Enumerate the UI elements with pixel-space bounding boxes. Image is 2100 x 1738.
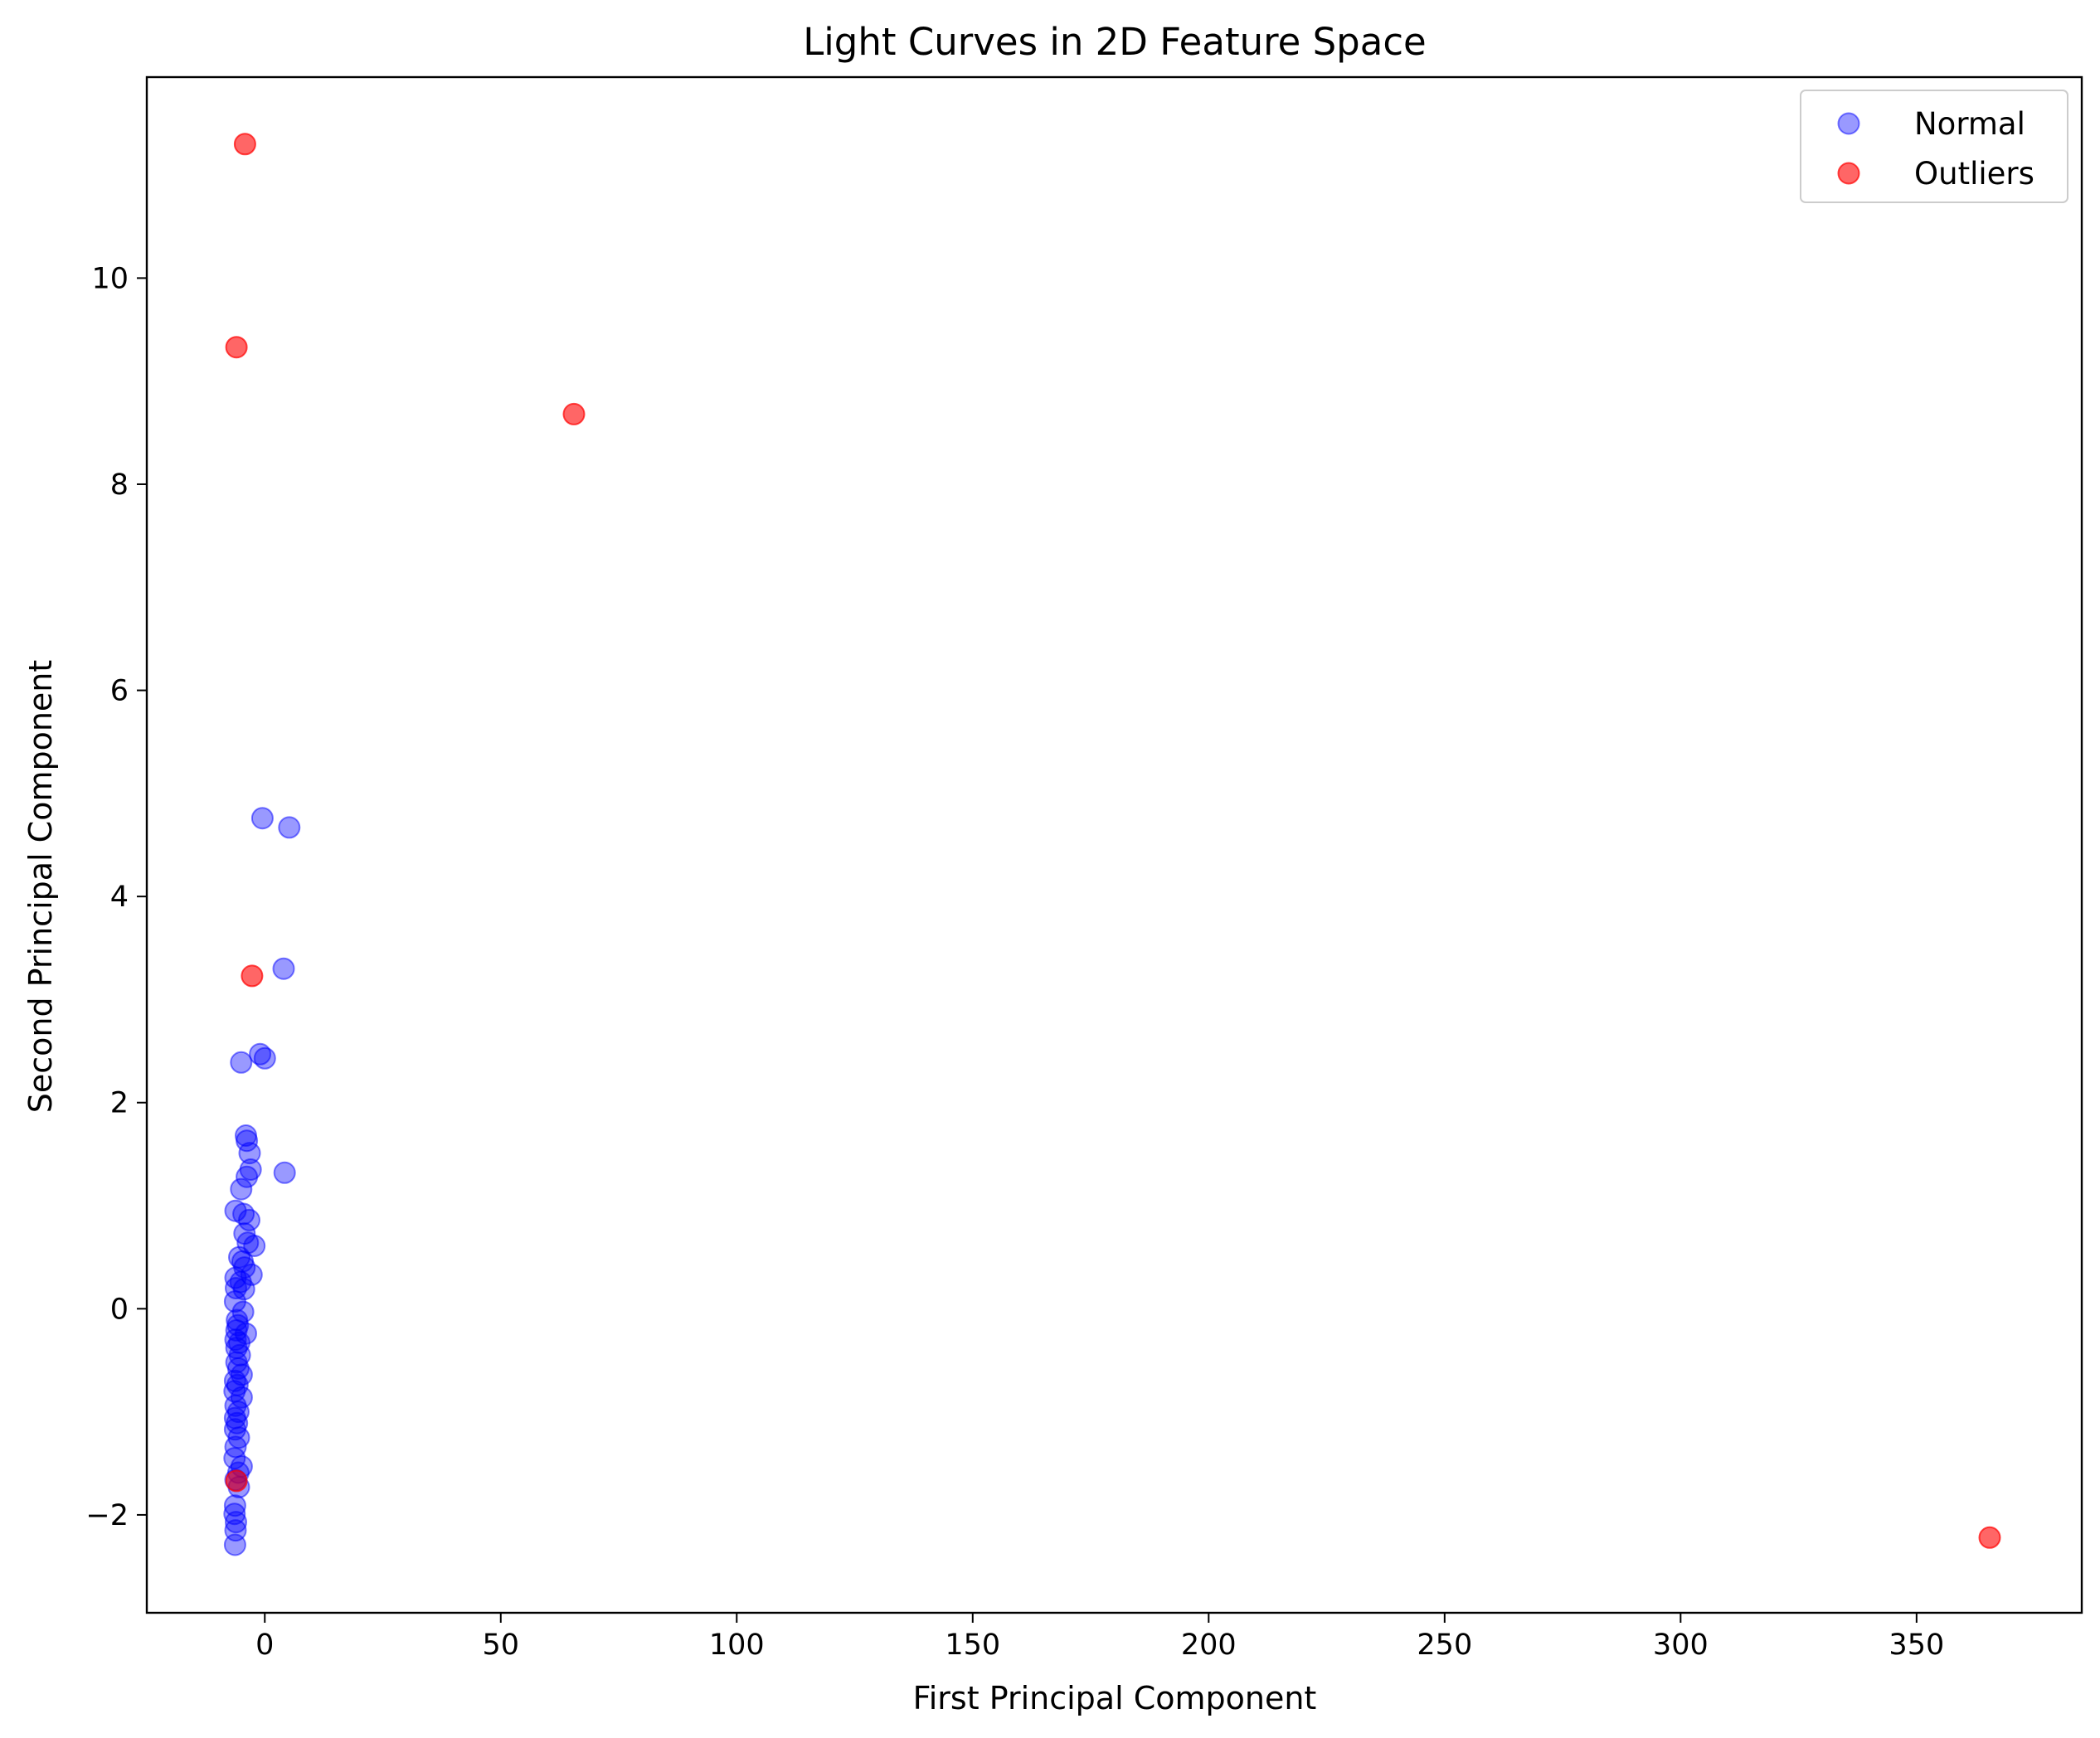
legend-marker xyxy=(1837,162,1860,185)
data-point xyxy=(225,336,248,359)
data-point xyxy=(253,1046,276,1070)
data-point xyxy=(223,1503,246,1526)
data-point xyxy=(236,1165,259,1188)
data-point xyxy=(238,1142,261,1165)
x-tick-label: 250 xyxy=(1417,1629,1472,1662)
legend-label: Outliers xyxy=(1914,156,2034,192)
data-point xyxy=(233,133,256,156)
y-tick-label: 8 xyxy=(110,468,129,502)
data-point xyxy=(273,1161,296,1184)
x-tick-label: 350 xyxy=(1889,1629,1944,1662)
legend-label: Normal xyxy=(1914,106,2025,142)
x-tick-label: 300 xyxy=(1653,1629,1709,1662)
y-tick-label: 2 xyxy=(110,1087,129,1120)
data-point xyxy=(241,964,264,988)
legend-box xyxy=(1800,90,2068,203)
y-tick-label: 0 xyxy=(110,1293,129,1326)
data-point xyxy=(225,1511,247,1534)
data-point xyxy=(250,807,274,830)
data-point xyxy=(232,1278,255,1301)
data-point xyxy=(238,1208,260,1231)
x-axis-label: First Principal Component xyxy=(913,1680,1317,1716)
data-point xyxy=(243,1235,266,1257)
x-tick-label: 50 xyxy=(482,1629,519,1662)
x-tick-label: 100 xyxy=(709,1629,765,1662)
data-point xyxy=(1978,1526,2001,1549)
data-point xyxy=(278,816,301,839)
x-tick-label: 150 xyxy=(945,1629,1000,1662)
x-tick-label: 0 xyxy=(255,1629,274,1662)
points-layer xyxy=(223,133,2001,1556)
y-tick-label: 6 xyxy=(110,675,129,708)
data-point xyxy=(562,402,586,425)
legend-marker xyxy=(1837,112,1860,135)
data-point xyxy=(230,1051,253,1074)
data-point xyxy=(223,1494,246,1517)
y-tick-label: −2 xyxy=(85,1499,129,1532)
x-axis: 0 50 100 150 200 250 300 350 xyxy=(255,1613,1944,1662)
y-tick-label: 10 xyxy=(91,262,129,295)
legend: Normal Outliers xyxy=(1800,90,2068,203)
y-tick-label: 4 xyxy=(110,881,129,914)
y-axis-label: Second Principal Component xyxy=(22,660,59,1114)
chart-title: Light Curves in 2D Feature Space xyxy=(803,20,1427,64)
data-point xyxy=(226,1401,250,1424)
x-tick-label: 200 xyxy=(1181,1629,1237,1662)
data-point xyxy=(230,1177,253,1201)
data-point xyxy=(225,1469,248,1493)
data-point xyxy=(223,1533,246,1556)
series-outliers xyxy=(225,133,2001,1549)
series-normal xyxy=(223,807,301,1556)
plot-frame xyxy=(145,75,2083,1614)
data-point xyxy=(272,957,295,980)
y-axis: −2 0 2 4 6 8 10 xyxy=(85,262,147,1532)
